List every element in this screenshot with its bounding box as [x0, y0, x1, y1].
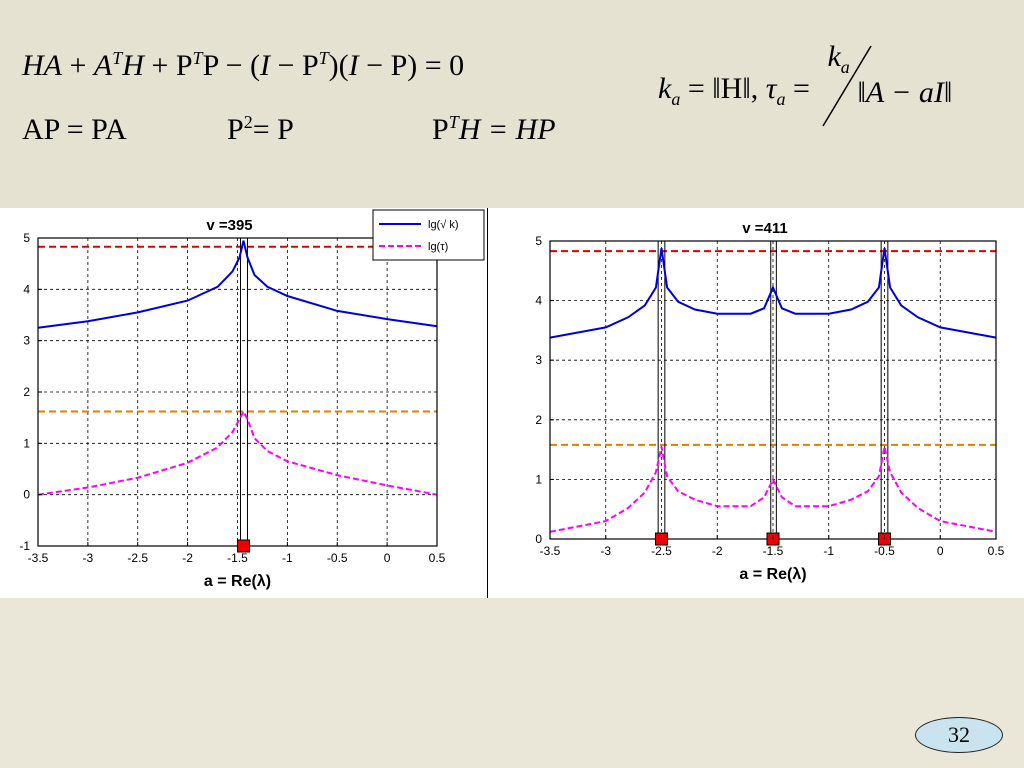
k-tau-definition: ka = ‖H‖, τa = ka ‖A − aI‖: [658, 40, 967, 127]
x-tick-label: -2.5: [127, 551, 148, 565]
y-tick-label: -1: [19, 539, 30, 553]
x-tick-label: -2: [182, 551, 193, 565]
y-tick-label: 1: [535, 472, 542, 486]
eq-term: k: [658, 72, 672, 105]
chart-v411: -3.5 -3 -2.5 -2 -1.5 -1 -0.5 0 0.5 0 1 2 3 4 5 v =411 a …: [535, 220, 1005, 583]
eq-term: P: [227, 113, 244, 146]
eq-term: T: [318, 48, 329, 68]
x-tick-label: -0.5: [327, 551, 348, 565]
eq-term: a: [776, 89, 786, 109]
y-tick-label: 3: [535, 353, 542, 367]
eq-term: H: [122, 49, 144, 82]
tau-denominator: ‖A − aI‖: [857, 76, 953, 109]
eq-term: = ‖H‖,: [680, 72, 766, 105]
series-line-lg-tau: [37, 409, 438, 496]
x-axis-label: a = Re(λ): [204, 573, 271, 590]
eq-term: τ: [765, 72, 777, 105]
y-tick-label: 1: [23, 436, 30, 450]
page-number-badge: 32: [915, 717, 1003, 753]
x-tick-label: 0.5: [429, 551, 446, 565]
eq-term: HA: [22, 49, 62, 82]
series-line-lg-sqrt-k: [549, 248, 997, 339]
chart-v395: -3.5 -3 -2.5 -2 -1.5 -1 -0.5 0 0.5 -1 0 1 2 3 4 5 v =395…: [19, 209, 485, 590]
x-tick-label: -2.5: [651, 544, 672, 558]
fraction-slash: [822, 45, 873, 127]
eq-term: )(: [328, 49, 349, 82]
x-axis-label: a = Re(λ): [739, 566, 806, 583]
commute-equation: AP = PA: [22, 113, 127, 146]
x-tick-label: -1: [823, 544, 834, 558]
y-tick-label: 5: [535, 234, 542, 248]
legend-box: [372, 209, 485, 261]
tau-numerator: ka: [827, 40, 849, 78]
panel-divider: [487, 208, 488, 598]
eq-term: + P: [143, 49, 193, 82]
eq-term: =: [785, 72, 818, 105]
x-tick-label: -0.5: [874, 544, 895, 558]
y-tick-label: 3: [23, 334, 30, 348]
x-tick-label: 0: [384, 551, 391, 565]
x-tick-label: -3.5: [28, 551, 49, 565]
chart-title: v =411: [742, 220, 787, 237]
chart-title: v =395: [206, 217, 252, 234]
eq-term: I: [348, 49, 359, 82]
eq-term: T: [192, 48, 203, 68]
y-tick-label: 2: [535, 413, 542, 427]
eq-term: k: [827, 40, 841, 73]
eq-term: − P: [270, 49, 319, 82]
eq-term: = P: [252, 113, 294, 146]
formula-area: [0, 0, 1024, 208]
eq-term: a: [840, 57, 850, 77]
projector-equations: AP = PA P2 = P PTH = HP: [22, 112, 556, 147]
eq-term: A: [93, 49, 113, 82]
y-tick-label: 4: [23, 282, 30, 296]
y-tick-label: 2: [23, 385, 30, 399]
legend-label: lg(τ): [428, 241, 448, 253]
x-tick-label: 0.5: [988, 544, 1005, 558]
y-tick-label: 0: [23, 488, 30, 502]
idempotent-equation: P2 = P: [227, 112, 432, 147]
y-tick-label: 4: [535, 294, 542, 308]
eq-term: I: [260, 49, 271, 82]
eq-term: T: [448, 112, 459, 132]
x-tick-label: -1.5: [763, 544, 784, 558]
x-tick-label: 0: [937, 544, 944, 558]
eq-term: − P) = 0: [358, 49, 465, 82]
y-tick-label: 5: [23, 231, 30, 245]
eq-term: P: [432, 113, 449, 146]
tau-fraction: ka ‖A − aI‖: [817, 40, 967, 127]
x-tick-label: -3: [83, 551, 94, 565]
eq-term: 2: [243, 112, 253, 132]
eq-term: +: [62, 49, 94, 82]
y-tick-label: 0: [535, 532, 542, 546]
x-tick-label: -2: [712, 544, 723, 558]
series-line-lg-tau: [549, 446, 997, 533]
x-tick-label: -3.5: [540, 544, 561, 558]
eq-term: P − (: [202, 49, 261, 82]
eq-term: H = HP: [458, 113, 556, 146]
x-tick-label: -1.5: [227, 551, 248, 565]
adjoint-equation: PTH = HP: [432, 112, 556, 147]
eq-term: T: [112, 48, 123, 68]
riccati-equation: HA + ATH + PTP − (I − PT)(I − P) = 0: [22, 48, 464, 83]
x-tick-label: -1: [282, 551, 293, 565]
eq-term: a: [671, 89, 681, 109]
legend-label: lg(√ k): [428, 219, 458, 231]
series-line-lg-sqrt-k: [37, 240, 438, 329]
chart-panel-right: -3.5 -3 -2.5 -2 -1.5 -1 -0.5 0 0.5 0 1 2 3 4 5 v =411 a …: [488, 208, 1024, 598]
x-tick-label: -3: [600, 544, 611, 558]
chart-panel-left: -3.5 -3 -2.5 -2 -1.5 -1 -0.5 0 0.5 -1 0 1 2 3 4 5 v =395…: [0, 208, 487, 598]
